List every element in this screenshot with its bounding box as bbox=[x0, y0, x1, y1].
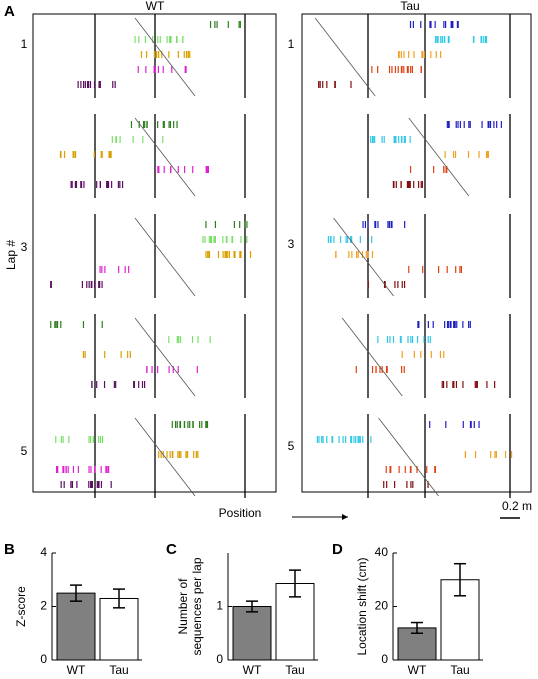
scale-bar-label: 0.2 m bbox=[502, 499, 532, 513]
y-tick-label: 40 bbox=[375, 545, 389, 559]
x-tick-label: Tau bbox=[450, 663, 469, 677]
x-tick-label: WT bbox=[243, 663, 262, 677]
sequence-fit bbox=[134, 217, 196, 297]
lap-label: 1 bbox=[288, 37, 295, 51]
sequence-fit bbox=[134, 317, 196, 397]
y-tick-label: 1 bbox=[216, 599, 223, 613]
sequence-fit bbox=[134, 117, 196, 197]
y-tick-label: 0 bbox=[381, 652, 388, 666]
bar bbox=[232, 606, 272, 661]
panel-label: A bbox=[4, 3, 15, 20]
sequence-fit bbox=[341, 317, 403, 397]
tau-box bbox=[301, 13, 532, 493]
arrow-head bbox=[342, 514, 348, 520]
bar bbox=[99, 597, 139, 661]
panel-label: C bbox=[166, 541, 177, 558]
y-tick-label: 0 bbox=[40, 652, 47, 666]
y-tick-label: 20 bbox=[375, 599, 389, 613]
lap-label: 1 bbox=[21, 37, 28, 51]
x-label: Position bbox=[219, 506, 262, 520]
y-label: Lap # bbox=[4, 240, 18, 270]
bar bbox=[56, 592, 96, 661]
x-tick-label: Tau bbox=[109, 663, 128, 677]
panel-label: B bbox=[4, 541, 15, 558]
lap-label: 3 bbox=[288, 237, 295, 251]
y-label: sequences per lap bbox=[190, 557, 204, 655]
lap-label: 5 bbox=[21, 444, 28, 458]
sequence-fit bbox=[408, 117, 470, 197]
sequence-fit bbox=[333, 217, 394, 297]
y-tick-label: 2 bbox=[40, 599, 47, 613]
y-label: Z-score bbox=[14, 586, 28, 627]
lap-label: 5 bbox=[288, 439, 295, 453]
sequence-fit bbox=[134, 417, 196, 497]
sequence-fit bbox=[134, 17, 196, 97]
lap-label: 3 bbox=[21, 240, 28, 254]
x-tick-label: WT bbox=[408, 663, 427, 677]
y-tick-label: 4 bbox=[40, 545, 47, 559]
y-label: Location shift (cm) bbox=[355, 557, 369, 655]
x-tick-label: Tau bbox=[285, 663, 304, 677]
tau-title: Tau bbox=[400, 0, 419, 13]
y-tick-label: 0 bbox=[216, 652, 223, 666]
wt-title: WT bbox=[146, 0, 165, 13]
x-tick-label: WT bbox=[67, 663, 86, 677]
sequence-fit bbox=[378, 417, 439, 497]
sequence-fit bbox=[314, 17, 376, 97]
y-label: Number of bbox=[176, 578, 190, 635]
panel-label: D bbox=[332, 541, 343, 558]
